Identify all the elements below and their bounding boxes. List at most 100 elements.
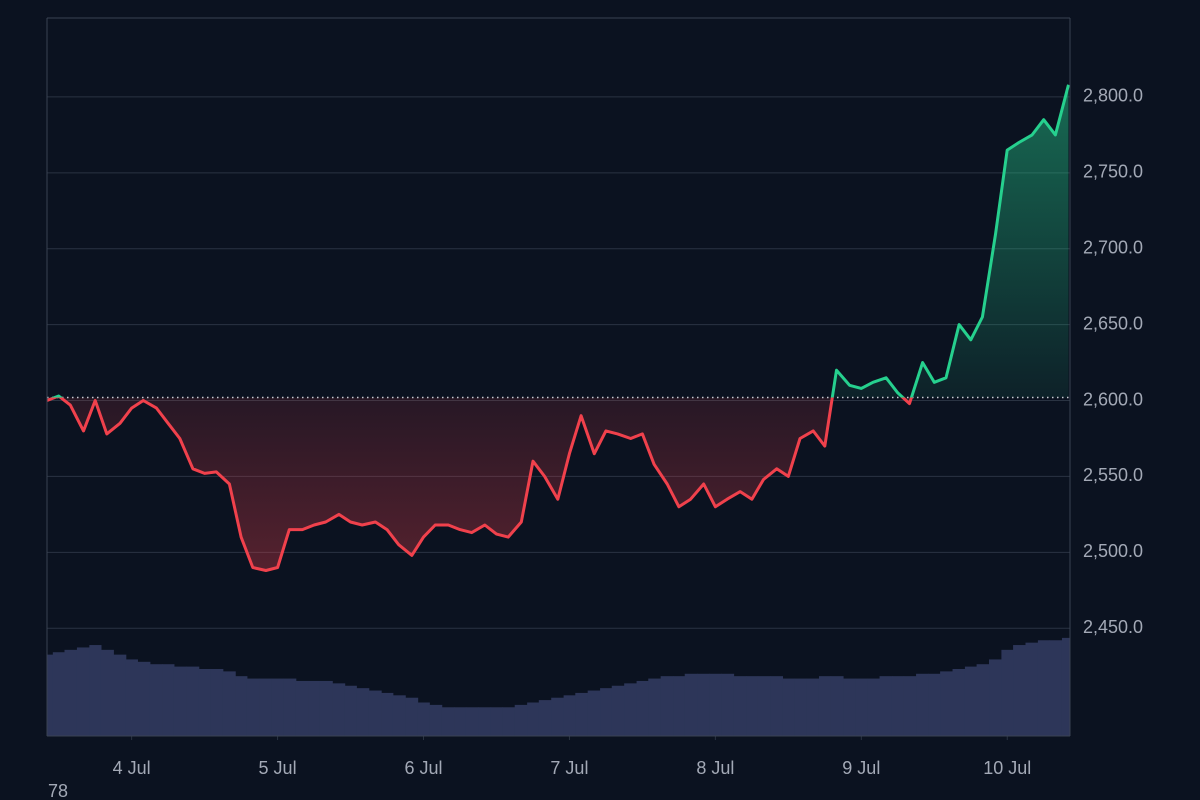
x-tick-label: 4 Jul [113,758,151,778]
volume-bar [162,664,175,736]
volume-bar [1049,640,1063,736]
volume-bar [125,659,138,736]
volume-bar [295,680,309,736]
volume-bar [222,671,236,736]
volume-bar [113,654,127,736]
volume-bar [149,664,163,736]
volume-bar [1025,642,1039,736]
volume-bar [417,702,430,736]
volume-bar [137,661,151,736]
volume-bar [405,697,419,736]
y-tick-label: 2,750.0 [1083,162,1143,182]
volume-bar [964,666,978,736]
volume-bar [575,692,589,736]
volume-bar [684,673,698,736]
volume-bar [47,654,54,736]
volume-bar [916,673,929,736]
volume-bar [392,695,406,736]
volume-bar [454,707,467,736]
volume-bar [818,676,832,736]
volume-bar [587,690,601,736]
volume-bar [746,676,759,736]
volume-bar [246,678,260,736]
volume-bar [879,676,893,736]
volume-bar [235,676,248,736]
volume-bar [356,688,370,736]
volume-bar [648,678,662,736]
volume-bar [52,652,66,736]
y-tick-label: 2,450.0 [1083,617,1143,637]
volume-bar [368,690,382,736]
volume-bar [465,707,479,736]
y-tick-label: 2,600.0 [1083,389,1143,409]
x-tick-label: 9 Jul [842,758,880,778]
volume-bar [259,678,273,736]
volume-bar [186,666,200,736]
price-line-up [50,84,1070,398]
volume-bar [843,678,856,736]
volume-bar [600,688,613,736]
volume-bar [891,676,905,736]
volume-bar [490,707,503,736]
x-tick-label: 6 Jul [404,758,442,778]
volume-bar [283,678,297,736]
volume-bar [1013,645,1026,736]
volume-bar [673,676,686,736]
y-tick-label: 2,500.0 [1083,541,1143,561]
volume-bar [989,659,1002,736]
volume-bar [867,678,881,736]
price-line-down [47,397,914,572]
y-tick-label: 2,800.0 [1083,86,1143,106]
volume-bar [697,673,711,736]
volume-bar [940,671,954,736]
volume-bar [271,678,284,736]
volume-bar [441,707,455,736]
y-tick-label: 2,550.0 [1083,465,1143,485]
volume-bar [770,676,784,736]
volume-bar [611,685,625,736]
volume-bar [563,695,576,736]
volume-bar [100,649,114,736]
volume-bar [381,692,394,736]
x-tick-label: 5 Jul [259,758,297,778]
volume-bar [855,678,868,736]
volume-bar [624,683,638,736]
volume-bar [429,704,443,736]
x-tick-label: 10 Jul [983,758,1031,778]
volume-bar [538,700,552,736]
volume-bar [952,668,966,736]
volume-bar [344,685,357,736]
volume-bar [806,678,820,736]
volume-bar [173,666,187,736]
volume-bar [551,697,565,736]
volume-bar [332,683,346,736]
volume-bar [210,668,224,736]
volume-bar [709,673,722,736]
volume-bar [794,678,808,736]
volume-bar [308,680,321,736]
area-up [54,84,1069,398]
volume-bar [502,707,516,736]
x-tick-label: 8 Jul [696,758,734,778]
volume-bar [64,649,78,736]
volume-bar [76,647,90,736]
volume-bar [1001,649,1014,736]
x-tick-label: 7 Jul [550,758,588,778]
y-tick-label: 2,700.0 [1083,237,1143,257]
volume-bar [636,680,649,736]
volume-bar [830,676,844,736]
volume-bar [1037,640,1051,736]
volume-bar [903,676,917,736]
y-tick-label: 2,650.0 [1083,313,1143,333]
volume-bar [721,673,735,736]
volume-bar [782,678,795,736]
area-down [47,397,1069,571]
volume-bar [976,664,990,736]
volume-bar [660,676,674,736]
volume-bar [1061,637,1071,736]
annotation: 78 [48,781,68,800]
volume-bar [514,704,528,736]
volume-bar [733,676,747,736]
